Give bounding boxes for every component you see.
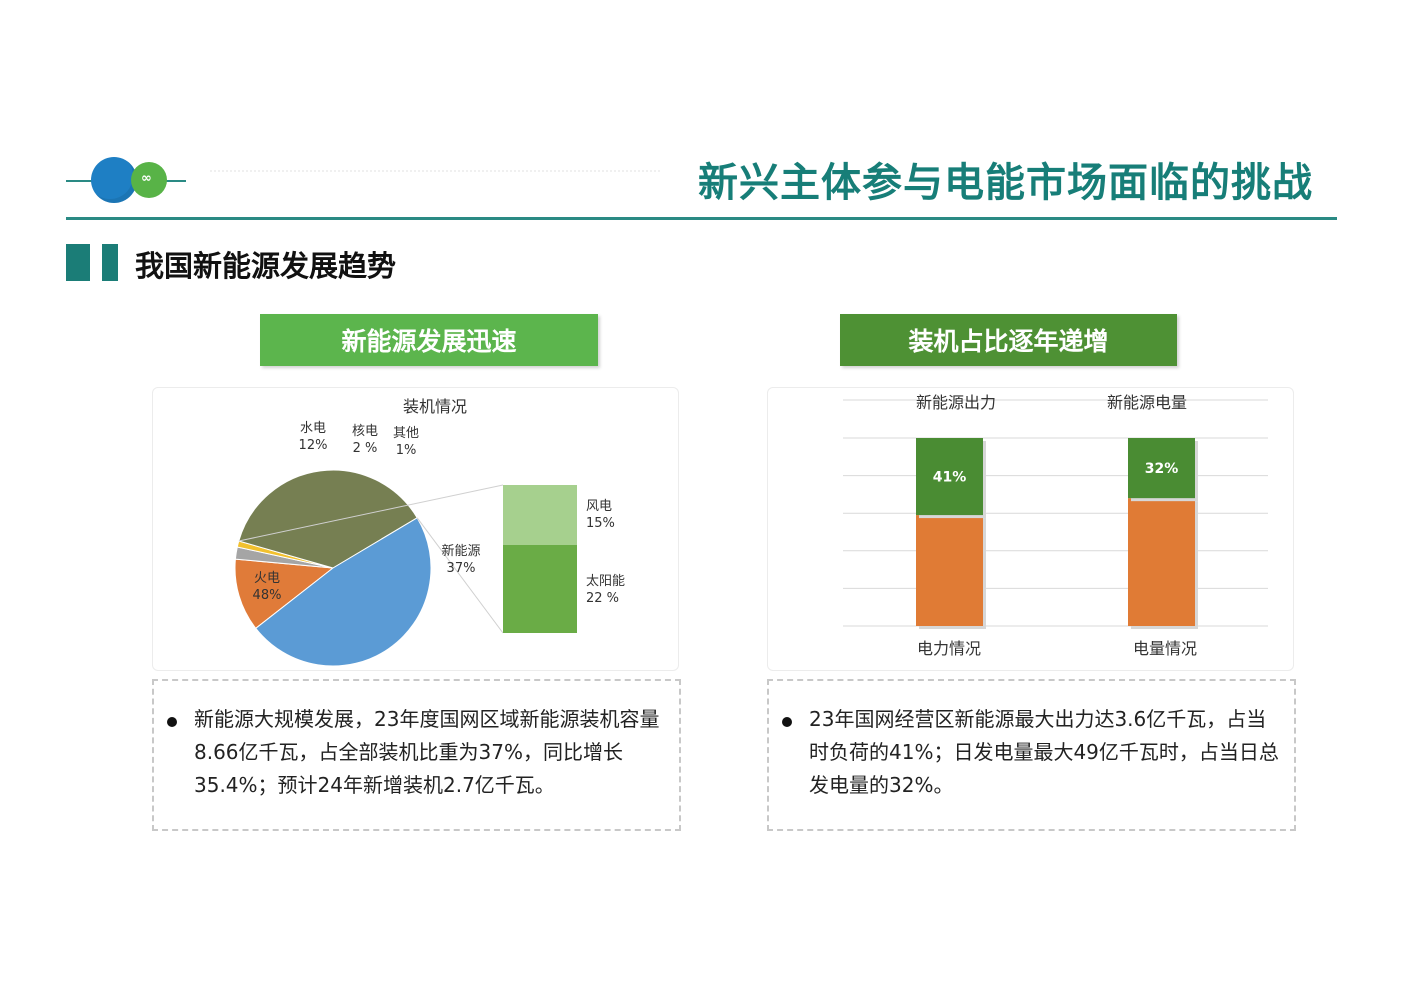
pie-value-nuclear: 2 % bbox=[353, 441, 378, 456]
bullet-icon bbox=[782, 717, 792, 727]
pie-label-other: 其他 bbox=[393, 426, 419, 441]
page-title: 新兴主体参与电能市场面临的挑战 bbox=[698, 160, 1313, 206]
pie-value-other: 1% bbox=[396, 443, 417, 458]
bar-chart-panel: 新能源出力 新能源电量 电力情况 电量情况 41% 32% bbox=[767, 387, 1294, 671]
category-label-energy: 电量情况 bbox=[1133, 639, 1197, 658]
bar-segment-other bbox=[916, 515, 983, 626]
bar-segment-other bbox=[1128, 498, 1195, 626]
bar-value-label: 32% bbox=[1145, 461, 1179, 477]
breakdown-label-solar: 太阳能 bbox=[586, 574, 625, 589]
bar-segment-new-energy bbox=[1128, 438, 1195, 499]
pie-slice-hydro bbox=[234, 558, 335, 630]
breakdown-connector-line bbox=[416, 517, 504, 634]
pie-label-nuclear: 核电 bbox=[352, 424, 378, 439]
pie-chart: 装机情况 水电 12% 核电 2 % 其他 1% 火电 48% 新能源 37% … bbox=[234, 397, 625, 667]
column-title-output: 新能源出力 bbox=[916, 393, 996, 412]
header-dotted-divider bbox=[210, 170, 660, 172]
pie-slice-fire bbox=[255, 517, 432, 667]
column-title-energy: 新能源电量 bbox=[1107, 393, 1187, 412]
bullet-icon bbox=[167, 717, 177, 727]
title-underline bbox=[66, 217, 1337, 220]
right-note-text: 23年国网经营区新能源最大出力达3.6亿千瓦，占当时负荷的41%；日发电量最大4… bbox=[809, 707, 1279, 797]
breakdown-value-solar: 22 % bbox=[586, 591, 619, 606]
right-banner: 装机占比逐年递增 bbox=[840, 314, 1177, 366]
logo-database-icon bbox=[91, 157, 137, 203]
pie-value-fire: 48% bbox=[253, 588, 282, 603]
left-banner: 新能源发展迅速 bbox=[260, 314, 598, 366]
left-note-box: 新能源大规模发展，23年度国网区域新能源装机容量8.66亿千瓦，占全部装机比重为… bbox=[152, 679, 681, 831]
section-marker-bar bbox=[102, 244, 118, 281]
logo-link-icon: ∞ bbox=[131, 162, 167, 198]
section-title: 我国新能源发展趋势 bbox=[135, 249, 397, 283]
left-note-text: 新能源大规模发展，23年度国网区域新能源装机容量8.66亿千瓦，占全部装机比重为… bbox=[194, 707, 660, 797]
bar-value-label: 41% bbox=[933, 470, 967, 486]
breakdown-connector-line bbox=[238, 484, 504, 542]
pie-chart-title: 装机情况 bbox=[403, 397, 467, 416]
breakdown-value-wind: 15% bbox=[586, 516, 615, 531]
pie-value-hydro: 12% bbox=[299, 438, 328, 453]
infinity-icon: ∞ bbox=[141, 171, 152, 186]
bar-segment-new-energy bbox=[916, 438, 983, 516]
pie-chart-panel: 装机情况 水电 12% 核电 2 % 其他 1% 火电 48% 新能源 37% … bbox=[152, 387, 679, 671]
pie-value-new-energy: 37% bbox=[447, 561, 476, 576]
section-marker-bar bbox=[66, 244, 90, 281]
breakdown-label-wind: 风电 bbox=[586, 499, 612, 514]
stacked-bar-chart: 新能源出力 新能源电量 电力情况 电量情况 41% 32% bbox=[843, 393, 1268, 658]
pie-label-hydro: 水电 bbox=[300, 421, 326, 436]
category-label-power: 电力情况 bbox=[917, 639, 981, 658]
pie-label-new-energy: 新能源 bbox=[441, 543, 480, 559]
breakdown-bar-solar bbox=[503, 545, 577, 633]
breakdown-bar-wind bbox=[503, 485, 577, 545]
pie-slice-new-energy bbox=[238, 469, 418, 569]
pie-label-fire: 火电 bbox=[254, 571, 280, 586]
right-note-box: 23年国网经营区新能源最大出力达3.6亿千瓦，占当时负荷的41%；日发电量最大4… bbox=[767, 679, 1296, 831]
